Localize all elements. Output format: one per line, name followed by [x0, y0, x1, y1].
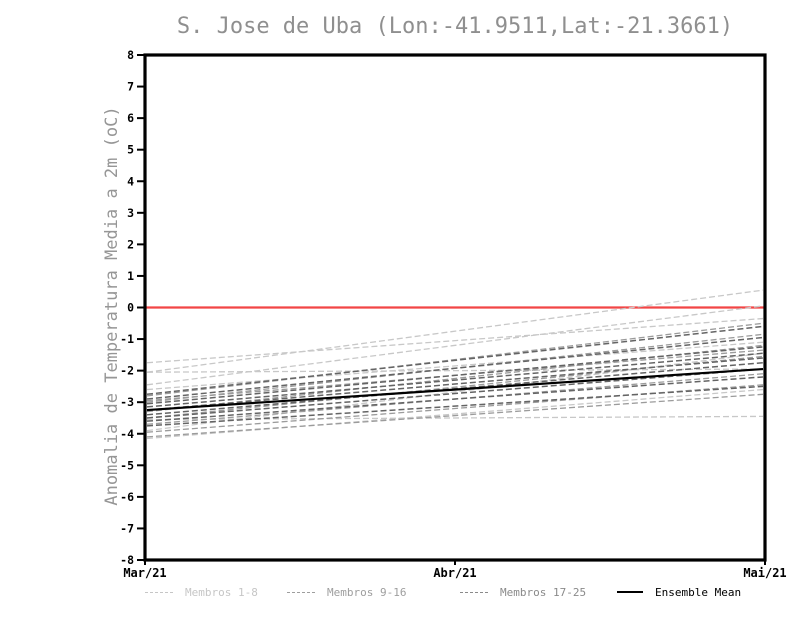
- dashed-line-icon: [287, 591, 315, 593]
- y-tick-label: -8: [120, 553, 134, 567]
- y-tick-label: -3: [120, 395, 134, 409]
- solid-line-icon: [617, 591, 643, 593]
- ensemble-member-line: [146, 368, 764, 419]
- y-tick-label: 0: [127, 301, 134, 315]
- y-tick-label: 8: [127, 48, 134, 62]
- x-tick-label: Abr/21: [433, 566, 476, 580]
- ensemble-member-line: [146, 325, 764, 396]
- y-tick-label: 4: [127, 174, 134, 188]
- legend-entry-ensemble-mean: Ensemble Mean: [617, 585, 741, 599]
- y-tick-label: -6: [120, 490, 134, 504]
- legend-label: Ensemble Mean: [655, 585, 742, 599]
- legend-entry-membros-17-25: Membros 17-25: [460, 585, 586, 599]
- chart-title: S. Jose de Uba (Lon:-41.9511,Lat:-21.366…: [176, 14, 734, 39]
- y-tick-label: 2: [127, 237, 134, 251]
- y-tick-label: 3: [127, 206, 134, 220]
- ensemble-member-line: [146, 305, 764, 386]
- ensemble-member-line: [146, 368, 764, 373]
- y-tick-label: -7: [120, 521, 134, 535]
- x-tick-label: Mai/21: [743, 566, 786, 580]
- dashed-line-icon: [145, 591, 173, 593]
- ensemble-mean-line: [146, 367, 764, 412]
- legend-entry-membros-1-8: Membros 1-8: [145, 585, 258, 599]
- y-tick-label: -2: [120, 364, 134, 378]
- legend-label: Membros 9-16: [327, 585, 407, 599]
- legend-label: Membros 17-25: [500, 585, 587, 599]
- y-tick-label: -1: [120, 332, 134, 346]
- ensemble-member-line: [146, 393, 764, 438]
- ensemble-member-line: [146, 385, 764, 427]
- y-tick-label: 6: [127, 111, 134, 125]
- ensemble-member-line: [146, 341, 764, 391]
- ensemble-member-line: [146, 357, 764, 411]
- legend-label: Membros 1-8: [185, 585, 258, 599]
- legend-entry-membros-9-16: Membros 9-16: [287, 585, 406, 599]
- dashed-line-icon: [460, 591, 488, 593]
- x-tick-label: Mar/21: [123, 566, 166, 580]
- ensemble-member-line: [146, 289, 764, 373]
- ensemble-member-line: [146, 322, 764, 397]
- ensemble-member-line: [146, 336, 764, 400]
- chart-legend: Membros 1-8 Membros 9-16 Membros 17-25 E…: [0, 585, 800, 603]
- ensemble-member-line: [146, 376, 764, 422]
- ensemble-member-line: [146, 317, 764, 364]
- y-tick-label: 7: [127, 80, 134, 94]
- ensemble-member-line: [146, 352, 764, 408]
- ensemble-member-line: [146, 346, 764, 405]
- y-tick-label: -5: [120, 458, 134, 472]
- y-tick-label: -4: [120, 427, 134, 441]
- y-tick-label: 5: [127, 143, 134, 157]
- y-tick-label: 1: [127, 269, 134, 283]
